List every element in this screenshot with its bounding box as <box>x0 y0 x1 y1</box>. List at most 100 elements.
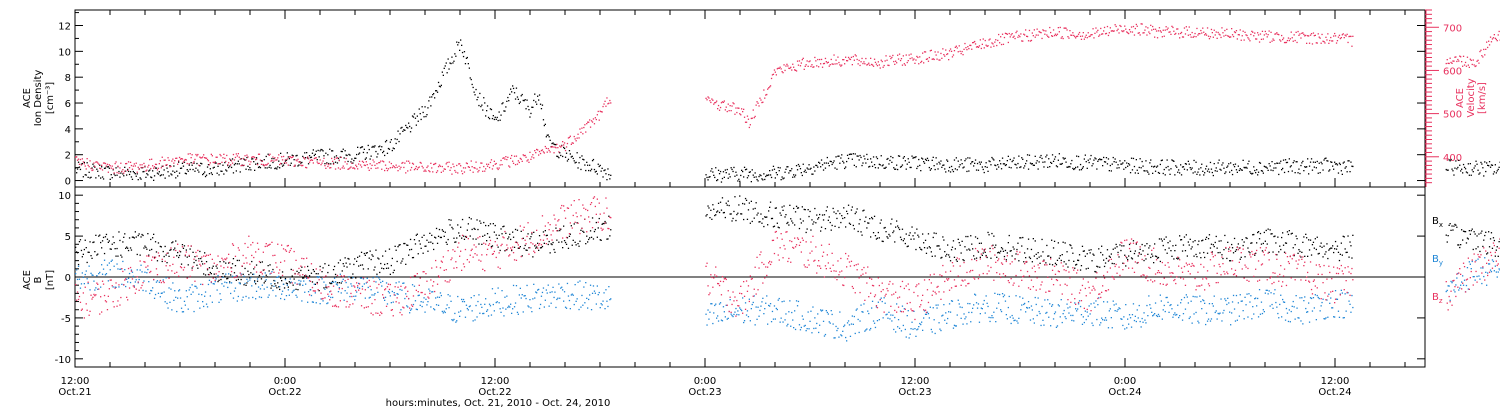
ion-density-point <box>1120 163 1122 165</box>
ion-density-point <box>297 165 299 167</box>
ion-density-point <box>1049 166 1051 168</box>
ion-density-point <box>99 164 101 166</box>
bx-point <box>1003 255 1006 258</box>
ion-density-point <box>313 154 315 157</box>
ion-density-point <box>1200 167 1202 169</box>
velocity-point <box>1265 33 1267 35</box>
by-point <box>228 273 230 275</box>
bx-point <box>546 234 548 236</box>
velocity-point <box>364 164 366 167</box>
velocity-point <box>1283 41 1286 44</box>
velocity-point <box>881 60 883 63</box>
velocity-point <box>792 63 794 65</box>
bx-point <box>1110 253 1112 255</box>
velocity-point <box>736 111 738 114</box>
bx-point <box>419 243 421 245</box>
bx-point <box>750 200 752 202</box>
bx-point <box>838 226 840 229</box>
velocity-point <box>378 162 380 164</box>
ion-density-point <box>902 157 904 159</box>
velocity-point <box>241 164 243 166</box>
by-point <box>545 289 547 291</box>
ion-density-point <box>136 173 138 175</box>
velocity-point <box>1139 34 1141 36</box>
bx-point <box>271 285 273 287</box>
velocity-point <box>970 44 972 47</box>
velocity-point <box>1453 60 1455 62</box>
ion-density-point <box>585 169 587 172</box>
bx-point <box>489 223 492 225</box>
bx-point <box>594 228 596 231</box>
x-tick-label-time: 12:00 <box>61 376 90 387</box>
bx-point <box>713 208 715 210</box>
velocity-point <box>399 168 401 170</box>
by-point <box>537 289 539 291</box>
velocity-point <box>236 155 238 157</box>
velocity-point <box>852 55 854 58</box>
ion-density-point <box>840 157 842 159</box>
by-point <box>99 271 101 274</box>
velocity-point <box>1084 36 1086 38</box>
ion-density-point <box>593 168 596 171</box>
bx-point <box>1321 246 1323 248</box>
bx-point <box>1308 249 1311 251</box>
by-point <box>559 297 561 299</box>
by-point <box>214 281 216 283</box>
bx-point <box>203 273 205 275</box>
velocity-point <box>1481 55 1483 57</box>
by-point <box>144 271 146 273</box>
bx-point <box>781 206 783 208</box>
ion-density-point <box>1258 161 1261 164</box>
velocity-point <box>176 157 178 159</box>
bx-point <box>903 238 905 240</box>
ion-density-point <box>1464 168 1467 170</box>
velocity-point <box>1032 35 1034 37</box>
bx-point <box>749 222 751 224</box>
velocity-point <box>808 61 810 63</box>
ion-density-point <box>580 168 582 171</box>
density-tick-label: 8 <box>65 73 71 84</box>
bx-point <box>1239 258 1241 260</box>
by-point <box>103 259 106 261</box>
bx-point <box>477 228 479 231</box>
velocity-point <box>579 128 581 130</box>
by-point <box>193 310 195 313</box>
velocity-point <box>1012 36 1014 38</box>
ion-density-point <box>752 174 754 176</box>
bx-point <box>98 235 100 237</box>
bx-point <box>281 271 284 273</box>
velocity-point <box>997 39 999 42</box>
by-point <box>416 308 418 311</box>
velocity-point <box>1148 31 1150 33</box>
velocity-point <box>359 164 362 166</box>
bx-point <box>908 234 910 236</box>
bx-point <box>1183 236 1186 238</box>
bx-point <box>319 265 321 268</box>
velocity-point <box>357 168 359 170</box>
velocity-point <box>101 164 103 166</box>
velocity-point <box>882 66 884 68</box>
velocity-point <box>928 56 930 59</box>
by-point <box>399 288 401 291</box>
velocity-point <box>553 152 555 154</box>
velocity-point <box>209 162 211 164</box>
bx-point <box>1051 264 1054 266</box>
bx-point <box>717 202 720 204</box>
ion-density-point <box>98 175 100 177</box>
bx-point <box>1221 254 1223 256</box>
ion-density-point <box>923 161 925 163</box>
bx-point <box>337 262 340 264</box>
bx-point <box>1277 236 1279 238</box>
bx-point <box>1282 244 1285 246</box>
velocity-point <box>1017 36 1019 38</box>
ion-density-point <box>219 163 221 165</box>
by-point <box>498 302 500 304</box>
velocity-point <box>766 93 768 96</box>
by-point <box>603 292 605 294</box>
ion-density-point <box>991 156 993 159</box>
by-point <box>365 282 367 284</box>
ion-density-point <box>1167 165 1169 168</box>
bx-point <box>421 236 423 238</box>
bx-point <box>1062 241 1064 243</box>
velocity-point <box>1210 28 1213 31</box>
